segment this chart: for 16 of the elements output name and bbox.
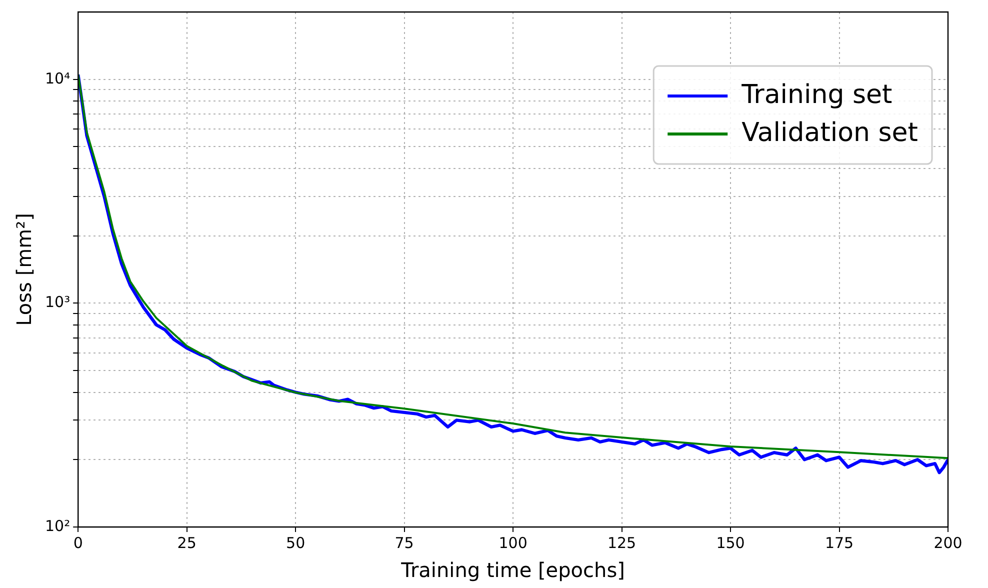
y-axis-title: Loss [mm²] [12, 213, 36, 326]
legend-label: Validation set [742, 118, 918, 148]
legend-label: Training set [740, 80, 892, 110]
x-axis-title: Training time [epochs] [400, 558, 625, 582]
x-tick-label: 200 [934, 534, 962, 552]
y-tick-label: 10⁴ [44, 69, 70, 88]
x-tick-label: 175 [824, 534, 854, 552]
y-tick-label: 10² [44, 516, 70, 535]
x-tick-label: 0 [73, 534, 83, 552]
x-tick-label: 50 [286, 534, 306, 552]
x-tick-label: 125 [607, 534, 636, 552]
x-tick-label: 75 [394, 534, 414, 552]
x-tick-label: 100 [498, 534, 528, 552]
x-tick-label: 25 [177, 534, 196, 552]
x-tick-label: 150 [716, 534, 745, 552]
y-tick-label: 10³ [44, 293, 70, 312]
